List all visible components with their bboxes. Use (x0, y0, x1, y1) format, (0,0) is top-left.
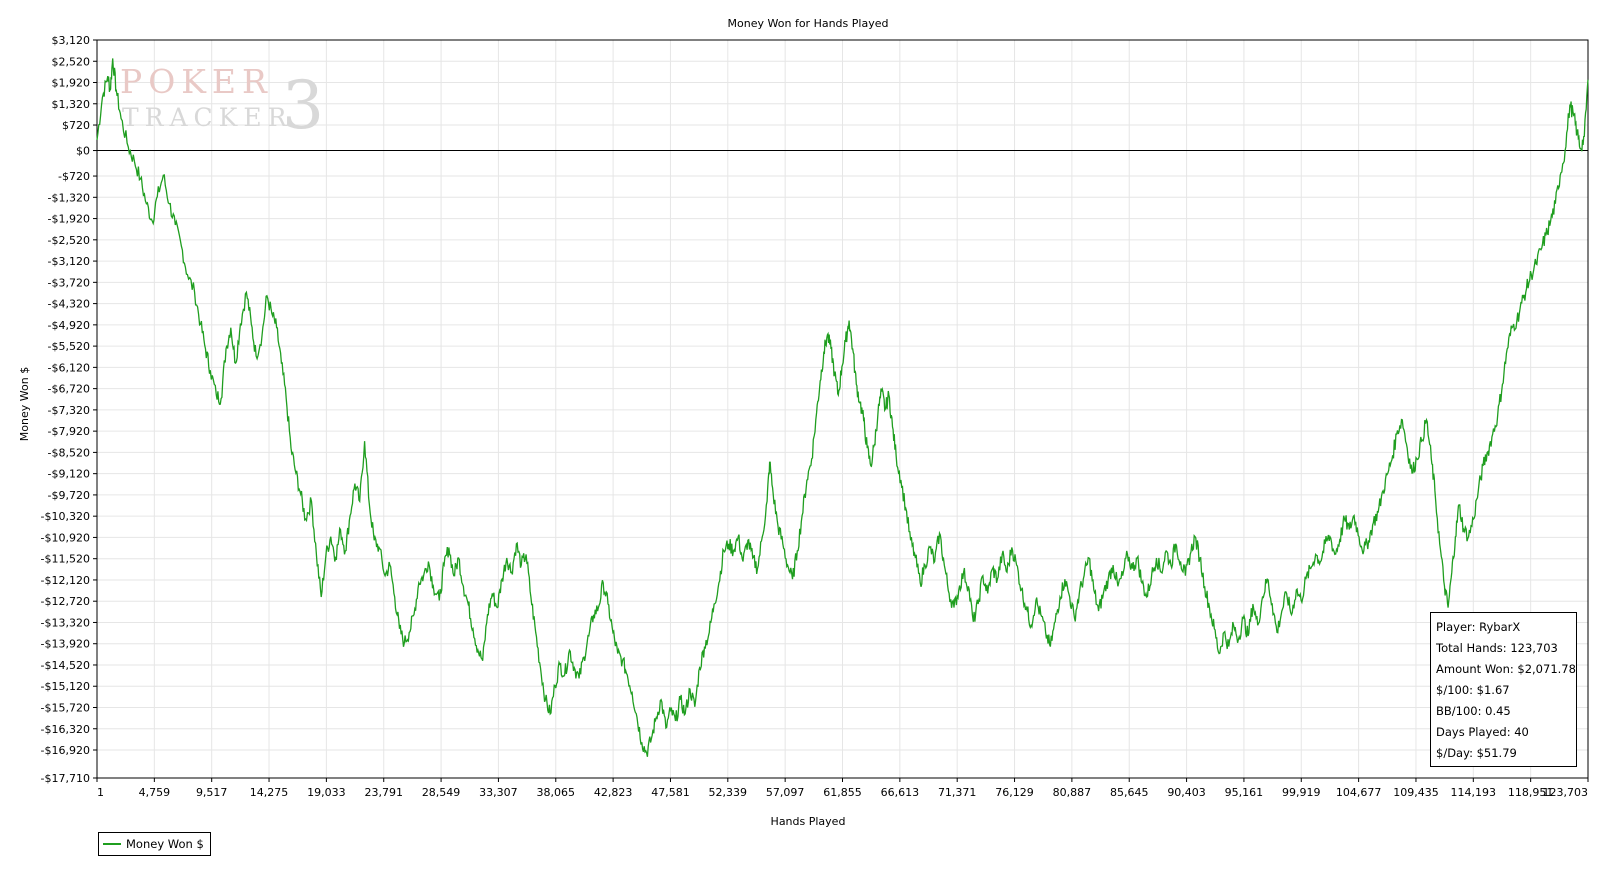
y-tick-label: -$1,920 (48, 213, 90, 226)
y-tick-label: -$3,720 (48, 276, 90, 289)
player-name: Player: RybarX (1436, 620, 1521, 634)
days-played: Days Played: 40 (1436, 725, 1529, 739)
y-tick-label: -$9,720 (48, 489, 90, 502)
legend-label: Money Won $ (126, 837, 204, 851)
y-tick-label: $720 (62, 119, 90, 132)
chart-title: Money Won for Hands Played (728, 17, 889, 30)
y-tick-label: -$15,120 (41, 680, 90, 693)
x-tick-label: 66,613 (881, 786, 920, 799)
y-axis-label: Money Won $ (18, 367, 31, 441)
y-tick-label: $0 (76, 145, 90, 158)
player-stats-box: Player: RybarX Total Hands: 123,703 Amou… (1430, 612, 1577, 767)
y-tick-label: -$1,320 (48, 191, 90, 204)
x-tick-label: 114,193 (1451, 786, 1497, 799)
x-tick-label: 9,517 (196, 786, 228, 799)
x-tick-label: 38,065 (537, 786, 576, 799)
y-tick-label: -$6,120 (48, 361, 90, 374)
y-tick-label: -$14,520 (41, 659, 90, 672)
pokertracker-watermark: POKER TRACKER 3 (120, 62, 324, 144)
x-tick-label: 1 (97, 786, 104, 799)
x-tick-label: 19,033 (307, 786, 346, 799)
x-tick-label: 61,855 (823, 786, 862, 799)
y-tick-label: -$7,320 (48, 404, 90, 417)
watermark-poker: POKER (120, 62, 273, 101)
amount-won: Amount Won: $2,071.78 (1436, 662, 1576, 676)
watermark-tracker: TRACKER (122, 103, 292, 132)
total-hands: Total Hands: 123,703 (1436, 641, 1558, 655)
y-tick-label: -$2,520 (48, 234, 90, 247)
watermark-numeral: 3 (282, 67, 324, 144)
y-tick-label: -$9,120 (48, 468, 90, 481)
y-tick-label: $1,920 (52, 77, 91, 90)
y-tick-label: -$16,920 (41, 744, 90, 757)
x-tick-label: 4,759 (139, 786, 171, 799)
x-tick-label: 57,097 (766, 786, 805, 799)
y-tick-label: -$5,520 (48, 340, 90, 353)
y-tick-label: -$16,320 (41, 723, 90, 736)
y-tick-label: -$12,120 (41, 574, 90, 587)
y-tick-label: -$15,720 (41, 701, 90, 714)
y-tick-label: $3,120 (52, 34, 91, 47)
x-tick-label: 118,951 (1508, 786, 1554, 799)
x-tick-label: 33,307 (479, 786, 518, 799)
dollars-per-100: $/100: $1.67 (1436, 683, 1510, 697)
x-tick-label: 42,823 (594, 786, 633, 799)
y-tick-label: -$13,320 (41, 616, 90, 629)
y-tick-label: $1,320 (52, 98, 91, 111)
y-tick-label: -$10,320 (41, 510, 90, 523)
x-tick-label: 23,791 (364, 786, 403, 799)
money-won-series-line (96, 58, 1589, 757)
x-axis-ticks: 1 4,759 9,517 14,275 19,033 23,791 28,549 33,30… (96, 778, 1589, 799)
x-tick-label: 47,581 (651, 786, 690, 799)
x-tick-label: 28,549 (422, 786, 461, 799)
x-tick-label: 90,403 (1167, 786, 1206, 799)
x-tick-label: 80,887 (1053, 786, 1092, 799)
y-tick-label: -$4,320 (48, 298, 90, 311)
x-tick-label: 104,677 (1336, 786, 1382, 799)
x-tick-label: 52,339 (709, 786, 748, 799)
x-tick-label: 85,645 (1110, 786, 1149, 799)
x-tick-label: 109,435 (1393, 786, 1439, 799)
y-axis-ticks: $3,120 $2,520 $1,920 $1,320 $720 $0 -$720 -$1,3… (41, 34, 97, 785)
chart-legend: Money Won $ (98, 832, 211, 856)
x-tick-label: 76,129 (995, 786, 1034, 799)
y-tick-label: -$4,920 (48, 319, 90, 332)
y-tick-label: -$17,710 (41, 772, 90, 785)
y-tick-label: -$12,720 (41, 595, 90, 608)
x-tick-label: 14,275 (250, 786, 289, 799)
legend-swatch (103, 843, 121, 845)
x-tick-label: 71,371 (938, 786, 977, 799)
x-tick-label: 95,161 (1225, 786, 1264, 799)
y-tick-label: -$13,920 (41, 638, 90, 651)
y-tick-label: -$7,920 (48, 425, 90, 438)
y-tick-label: -$11,520 (41, 553, 90, 566)
x-tick-label: 99,919 (1282, 786, 1321, 799)
x-axis-label: Hands Played (771, 815, 846, 828)
y-tick-label: -$720 (58, 170, 90, 183)
y-tick-label: -$8,520 (48, 446, 90, 459)
dollars-per-day: $/Day: $51.79 (1436, 746, 1517, 760)
x-tick-label: 123,703 (1543, 786, 1589, 799)
y-tick-label: -$6,720 (48, 383, 90, 396)
y-tick-label: $2,520 (52, 55, 91, 68)
y-tick-label: -$3,120 (48, 255, 90, 268)
y-tick-label: -$10,920 (41, 531, 90, 544)
bb-per-100: BB/100: 0.45 (1436, 704, 1511, 718)
